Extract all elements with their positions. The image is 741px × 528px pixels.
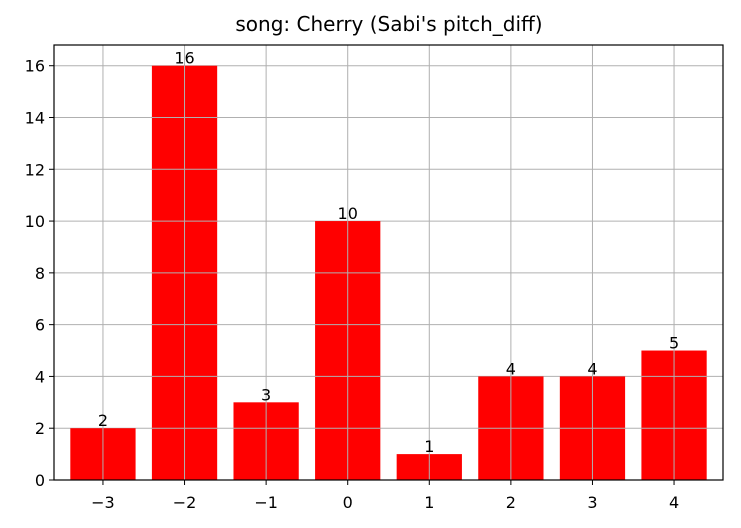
bar-value-label: 5 [669, 334, 679, 353]
x-tick-label: −1 [254, 493, 278, 512]
chart-title: song: Cherry (Sabi's pitch_diff) [235, 12, 542, 36]
bar-value-label: 10 [338, 204, 358, 223]
y-tick-label: 2 [35, 419, 45, 438]
y-tick-label: 0 [35, 471, 45, 490]
y-tick-label: 6 [35, 316, 45, 335]
x-tick-label: −3 [91, 493, 115, 512]
y-tick-label: 16 [25, 57, 45, 76]
y-tick-label: 10 [25, 212, 45, 231]
x-tick-label: 2 [506, 493, 516, 512]
x-tick-label: 4 [669, 493, 679, 512]
x-tick-label: 0 [343, 493, 353, 512]
x-tick-label: 1 [424, 493, 434, 512]
plot-frame [53, 44, 724, 481]
y-tick-label: 4 [35, 367, 45, 386]
y-tick-label: 12 [25, 160, 45, 179]
bar-value-label: 3 [261, 385, 271, 404]
x-tick-label: 3 [587, 493, 597, 512]
bar-value-label: 16 [174, 49, 194, 68]
bar-value-label: 4 [506, 359, 516, 378]
bars-group [70, 65, 707, 481]
y-tick-label: 8 [35, 264, 45, 283]
bar-value-label: 1 [424, 437, 434, 456]
data-labels-group: 2 16 3 10 1 4 4 5 [98, 49, 679, 456]
y-tick-label: 14 [25, 109, 45, 128]
bar-value-label: 4 [587, 359, 597, 378]
x-tick-label: −2 [173, 493, 197, 512]
bar-value-label: 2 [98, 411, 108, 430]
